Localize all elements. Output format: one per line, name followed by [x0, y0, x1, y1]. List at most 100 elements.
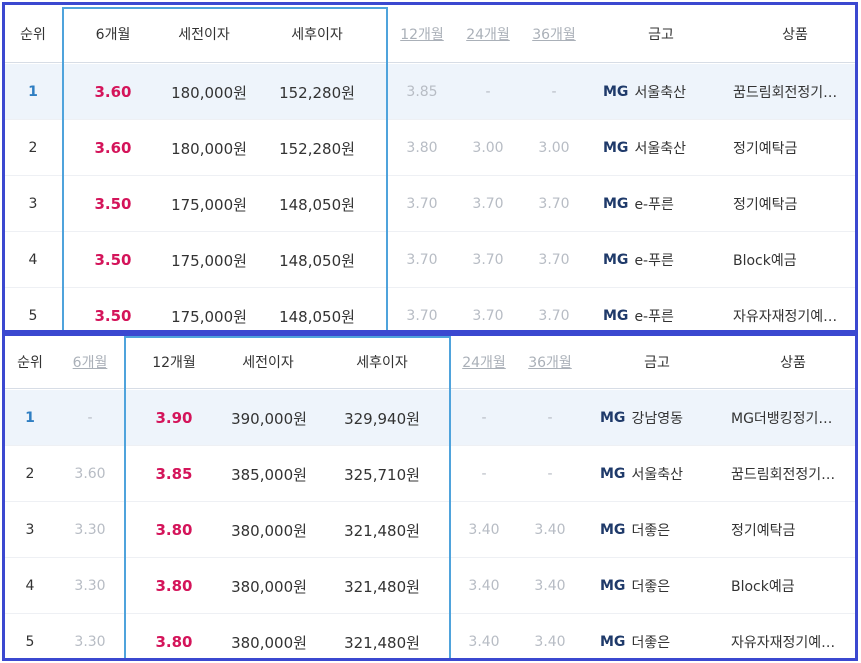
product-cell[interactable]: 자유자재정기예… — [731, 614, 855, 658]
rank-cell: 4 — [25, 578, 35, 594]
product-cell[interactable]: 정기예탁금 — [733, 176, 855, 232]
bank-name[interactable]: 서울축산 — [634, 141, 686, 157]
table-row[interactable]: 1 3.60 180,000원 152,280원 3.85 - - MG 서울축산 꿈드림회전정기… — [5, 64, 855, 120]
table-row[interactable]: 1 - 3.90 390,000원 329,940원 - - MG 강남영동 MG더뱅킹정기예… — [5, 390, 855, 446]
aftertax-interest: 148,050원 — [279, 195, 355, 214]
table-header: 순위 6개월 세전이자 세후이자 12개월 24개월 36개월 금고 상품 — [5, 5, 855, 63]
rate-6m: 3.50 — [94, 307, 132, 325]
product-cell[interactable]: 자유자재정기예… — [733, 288, 855, 330]
bank-name[interactable]: 더좋은 — [631, 635, 671, 651]
rate-36m: 3.40 — [534, 522, 566, 538]
header-36m-sort[interactable]: 36개월 — [528, 355, 572, 371]
bank-name[interactable]: e-푸른 — [634, 197, 674, 213]
bank-name[interactable]: e-푸른 — [634, 253, 674, 269]
row-divider — [5, 287, 855, 288]
rate-12m: 3.80 — [155, 577, 193, 595]
pretax-interest: 390,000원 — [231, 409, 307, 428]
product-cell[interactable]: 꿈드림회전정기… — [731, 446, 855, 502]
bank-cell[interactable]: MG 서울축산 — [600, 446, 730, 502]
product-cell[interactable]: MG더뱅킹정기예… — [731, 390, 855, 446]
table-row[interactable]: 4 3.50 175,000원 148,050원 3.70 3.70 3.70 MG e-푸른 B… — [5, 232, 855, 288]
table-row[interactable]: 3 3.50 175,000원 148,050원 3.70 3.70 3.70 MG e-푸른 정… — [5, 176, 855, 232]
rank-cell: 2 — [28, 140, 38, 156]
header-6m-sort[interactable]: 6개월 — [95, 26, 131, 43]
rate-6m: 3.30 — [74, 522, 106, 538]
header-aftertax: 세후이자 — [291, 26, 343, 43]
bank-cell[interactable]: MG 더좋은 — [600, 614, 730, 658]
rate-24m: 3.40 — [468, 634, 500, 650]
product-name[interactable]: 자유자재정기예… — [731, 635, 836, 651]
header-rank: 순위 — [17, 355, 43, 371]
bank-cell[interactable]: MG 서울축산 — [603, 64, 733, 120]
mg-brand-logo: MG — [603, 196, 629, 212]
header-bank: 금고 — [648, 26, 674, 43]
bank-name[interactable]: e-푸른 — [634, 309, 674, 325]
row-divider — [5, 231, 855, 232]
row-divider — [5, 119, 855, 120]
product-name[interactable]: 자유자재정기예… — [733, 309, 838, 325]
bank-name[interactable]: 서울축산 — [634, 85, 686, 101]
product-cell[interactable]: 정기예탁금 — [731, 502, 855, 558]
header-pretax: 세전이자 — [242, 355, 294, 371]
table-row[interactable]: 2 3.60 3.85 385,000원 325,710원 - - MG 서울축산 꿈드림회전정기… — [5, 446, 855, 502]
header-12m-sort[interactable]: 12개월 — [400, 26, 444, 43]
product-name[interactable]: Block예금 — [731, 579, 795, 595]
bank-cell[interactable]: MG 더좋은 — [600, 502, 730, 558]
header-aftertax: 세후이자 — [356, 355, 408, 371]
aftertax-interest: 152,280원 — [279, 139, 355, 158]
rate-6m: 3.60 — [94, 139, 132, 157]
mg-brand-logo: MG — [603, 140, 629, 156]
mg-brand-logo: MG — [603, 252, 629, 268]
bank-name[interactable]: 서울축산 — [631, 467, 683, 483]
product-cell[interactable]: 정기예탁금 — [733, 120, 855, 176]
product-cell[interactable]: Block예금 — [733, 232, 855, 288]
pretax-interest: 380,000원 — [231, 633, 307, 652]
bank-cell[interactable]: MG 더좋은 — [600, 558, 730, 614]
bank-name[interactable]: 더좋은 — [631, 579, 671, 595]
bank-cell[interactable]: MG e-푸른 — [603, 288, 733, 330]
rate-12m: 3.90 — [155, 409, 193, 427]
table-row[interactable]: 3 3.30 3.80 380,000원 321,480원 3.40 3.40 MG 더좋은 정기… — [5, 502, 855, 558]
product-name[interactable]: 정기예탁금 — [731, 523, 796, 539]
aftertax-interest: 152,280원 — [279, 83, 355, 102]
rate-6m: 3.50 — [94, 251, 132, 269]
pretax-interest: 380,000원 — [231, 577, 307, 596]
product-name[interactable]: 정기예탁금 — [733, 197, 798, 213]
header-24m-sort[interactable]: 24개월 — [466, 26, 510, 43]
mg-brand-logo: MG — [600, 578, 626, 594]
rate-24m: 3.70 — [472, 252, 504, 268]
header-pretax: 세전이자 — [178, 26, 230, 43]
bank-cell[interactable]: MG 서울축산 — [603, 120, 733, 176]
pretax-interest: 175,000원 — [171, 307, 247, 326]
bank-cell[interactable]: MG e-푸른 — [603, 232, 733, 288]
aftertax-interest: 321,480원 — [344, 633, 420, 652]
bank-name[interactable]: 강남영동 — [631, 411, 683, 427]
header-6m-sort[interactable]: 6개월 — [72, 355, 108, 371]
product-name[interactable]: 정기예탁금 — [733, 141, 798, 157]
table-row[interactable]: 5 3.30 3.80 380,000원 321,480원 3.40 3.40 MG 더좋은 자유… — [5, 614, 855, 658]
rate-12m: 3.80 — [406, 140, 438, 156]
header-36m-sort[interactable]: 36개월 — [532, 26, 576, 43]
rank-cell: 2 — [25, 466, 35, 482]
pretax-interest: 175,000원 — [171, 251, 247, 270]
product-cell[interactable]: Block예금 — [731, 558, 855, 614]
table-row[interactable]: 4 3.30 3.80 380,000원 321,480원 3.40 3.40 MG 더좋은 Bl… — [5, 558, 855, 614]
table-row[interactable]: 2 3.60 180,000원 152,280원 3.80 3.00 3.00 MG 서울축산 정… — [5, 120, 855, 176]
bank-name[interactable]: 더좋은 — [631, 523, 671, 539]
header-12m-sort[interactable]: 12개월 — [152, 355, 196, 371]
product-name[interactable]: MG더뱅킹정기예… — [731, 411, 843, 427]
header-24m-sort[interactable]: 24개월 — [462, 355, 506, 371]
bank-cell[interactable]: MG 강남영동 — [600, 390, 730, 446]
bank-cell[interactable]: MG e-푸른 — [603, 176, 733, 232]
product-name[interactable]: Block예금 — [733, 253, 797, 269]
pretax-interest: 180,000원 — [171, 139, 247, 158]
product-name[interactable]: 꿈드림회전정기… — [731, 467, 836, 483]
aftertax-interest: 321,480원 — [344, 521, 420, 540]
table-row[interactable]: 5 3.50 175,000원 148,050원 3.70 3.70 3.70 MG e-푸른 자… — [5, 288, 855, 330]
rate-24m: 3.40 — [468, 522, 500, 538]
product-cell[interactable]: 꿈드림회전정기… — [733, 64, 855, 120]
rank-cell: 1 — [28, 84, 38, 100]
product-name[interactable]: 꿈드림회전정기… — [733, 85, 838, 101]
rate-6m: - — [87, 410, 93, 426]
header-rank: 순위 — [20, 26, 46, 43]
